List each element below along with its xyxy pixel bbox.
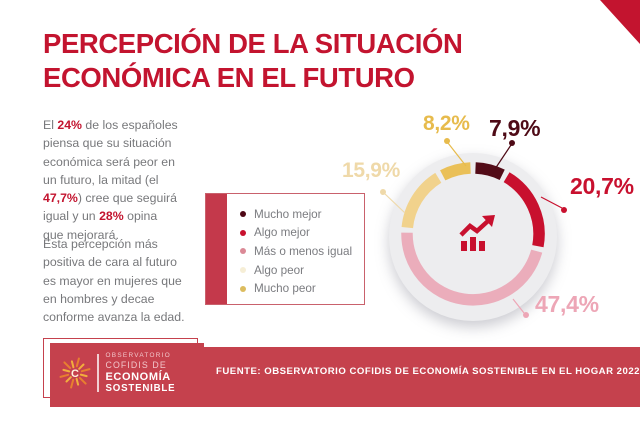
corner-accent-triangle xyxy=(600,0,640,44)
leader-dot xyxy=(380,189,386,195)
chart-legend: Mucho mejor Algo mejor Más o menos igual Al… xyxy=(205,193,365,305)
slice-label-algo-mejor: 20,7% xyxy=(570,173,634,199)
sunburst-ray xyxy=(62,368,71,373)
legend-item-label: Algo peor xyxy=(254,263,305,277)
sunburst-ray xyxy=(70,360,75,369)
leader-dot xyxy=(444,138,450,144)
sunburst-ray xyxy=(80,368,91,373)
legend-item-label: Más o menos igual xyxy=(254,244,353,258)
leader-dot xyxy=(523,312,529,318)
logo-divider xyxy=(97,354,99,392)
legend-item-label: Mucho peor xyxy=(254,282,316,296)
legend-item: Algo mejor xyxy=(240,224,360,243)
donut-segment-algo-mejor xyxy=(503,172,545,248)
logo-line-cofidis-de: COFIDIS DE xyxy=(105,359,167,370)
intro-paragraph-1: El 24% de los españoles piensa que su si… xyxy=(43,118,178,242)
leader-line xyxy=(540,196,563,209)
sunburst-ray xyxy=(65,376,72,383)
source-attribution: FUENTE: OBSERVATORIO COFIDIS DE ECONOMÍA… xyxy=(216,366,640,377)
legend-bullet-icon xyxy=(240,285,246,292)
logo-line-sostenible: SOSTENIBLE xyxy=(105,383,176,394)
leader-line xyxy=(512,298,525,314)
legend-bullet-icon xyxy=(240,248,246,255)
donut-segment-mucho-mejor xyxy=(475,162,505,181)
donut-segment-algo-peor xyxy=(401,172,442,229)
legend-bullet-icon xyxy=(240,211,246,218)
logo-line-economia: ECONOMÍA xyxy=(105,370,171,383)
legend-item-label: Algo mejor xyxy=(254,226,310,240)
leader-line xyxy=(383,192,406,214)
leader-dot xyxy=(509,140,515,146)
cofidis-logo: C OBSERVATORIO COFIDIS DE ECONOMÍA SOSTE… xyxy=(50,343,204,403)
sunburst-ray xyxy=(63,361,72,370)
sunburst-ray xyxy=(59,373,70,378)
legend-bullet-icon xyxy=(240,229,246,236)
legend-bullet-icon xyxy=(240,267,246,274)
slice-label-algo-peor: 15,9% xyxy=(342,159,401,182)
page-title: PERCEPCIÓN DE LA SITUACIÓN ECONÓMICA EN … xyxy=(43,27,463,95)
legend-item: Más o menos igual xyxy=(240,242,360,261)
sunburst-ray xyxy=(78,363,85,370)
trend-chart-icon xyxy=(459,215,495,251)
slice-label-mucho-peor: 8,2% xyxy=(423,112,470,135)
intro-paragraph-2: Esta percepción más positiva de cara al … xyxy=(43,237,185,325)
leader-line xyxy=(447,142,467,167)
slice-label-mas-o-menos-igual: 47,4% xyxy=(535,291,599,317)
legend-accent-bar xyxy=(206,194,227,304)
logo-line-observatorio: OBSERVATORIO xyxy=(105,351,172,359)
legend-items: Mucho mejor Algo mejor Más o menos igual Al… xyxy=(240,205,360,298)
logo-text: OBSERVATORIO COFIDIS DE ECONOMÍA SOSTENI… xyxy=(106,352,176,395)
svg-text:C: C xyxy=(71,368,79,380)
legend-item: Algo peor xyxy=(240,261,360,280)
slice-label-mucho-mejor: 7,9% xyxy=(489,115,541,141)
leader-line xyxy=(494,144,512,170)
legend-item: Mucho mejor xyxy=(240,205,360,224)
donut-chart xyxy=(380,138,567,318)
sunburst-ray xyxy=(75,377,80,386)
legend-item: Mucho peor xyxy=(240,279,360,298)
sunburst-ray xyxy=(78,376,87,385)
legend-item-label: Mucho mejor xyxy=(254,207,322,221)
page-title-line-2: ECONÓMICA EN EL FUTURO xyxy=(43,62,415,93)
donut-segment-mucho-peor xyxy=(440,162,471,181)
sunburst-ray xyxy=(70,378,75,389)
donut-segment-más-o-menos-igual xyxy=(401,232,543,306)
sunburst-ray xyxy=(79,373,88,378)
sunburst-ray xyxy=(75,357,80,368)
sunburst-logo-icon: C xyxy=(59,357,91,389)
page-title-line-1: PERCEPCIÓN DE LA SITUACIÓN xyxy=(43,28,463,59)
leader-dot xyxy=(561,207,567,213)
